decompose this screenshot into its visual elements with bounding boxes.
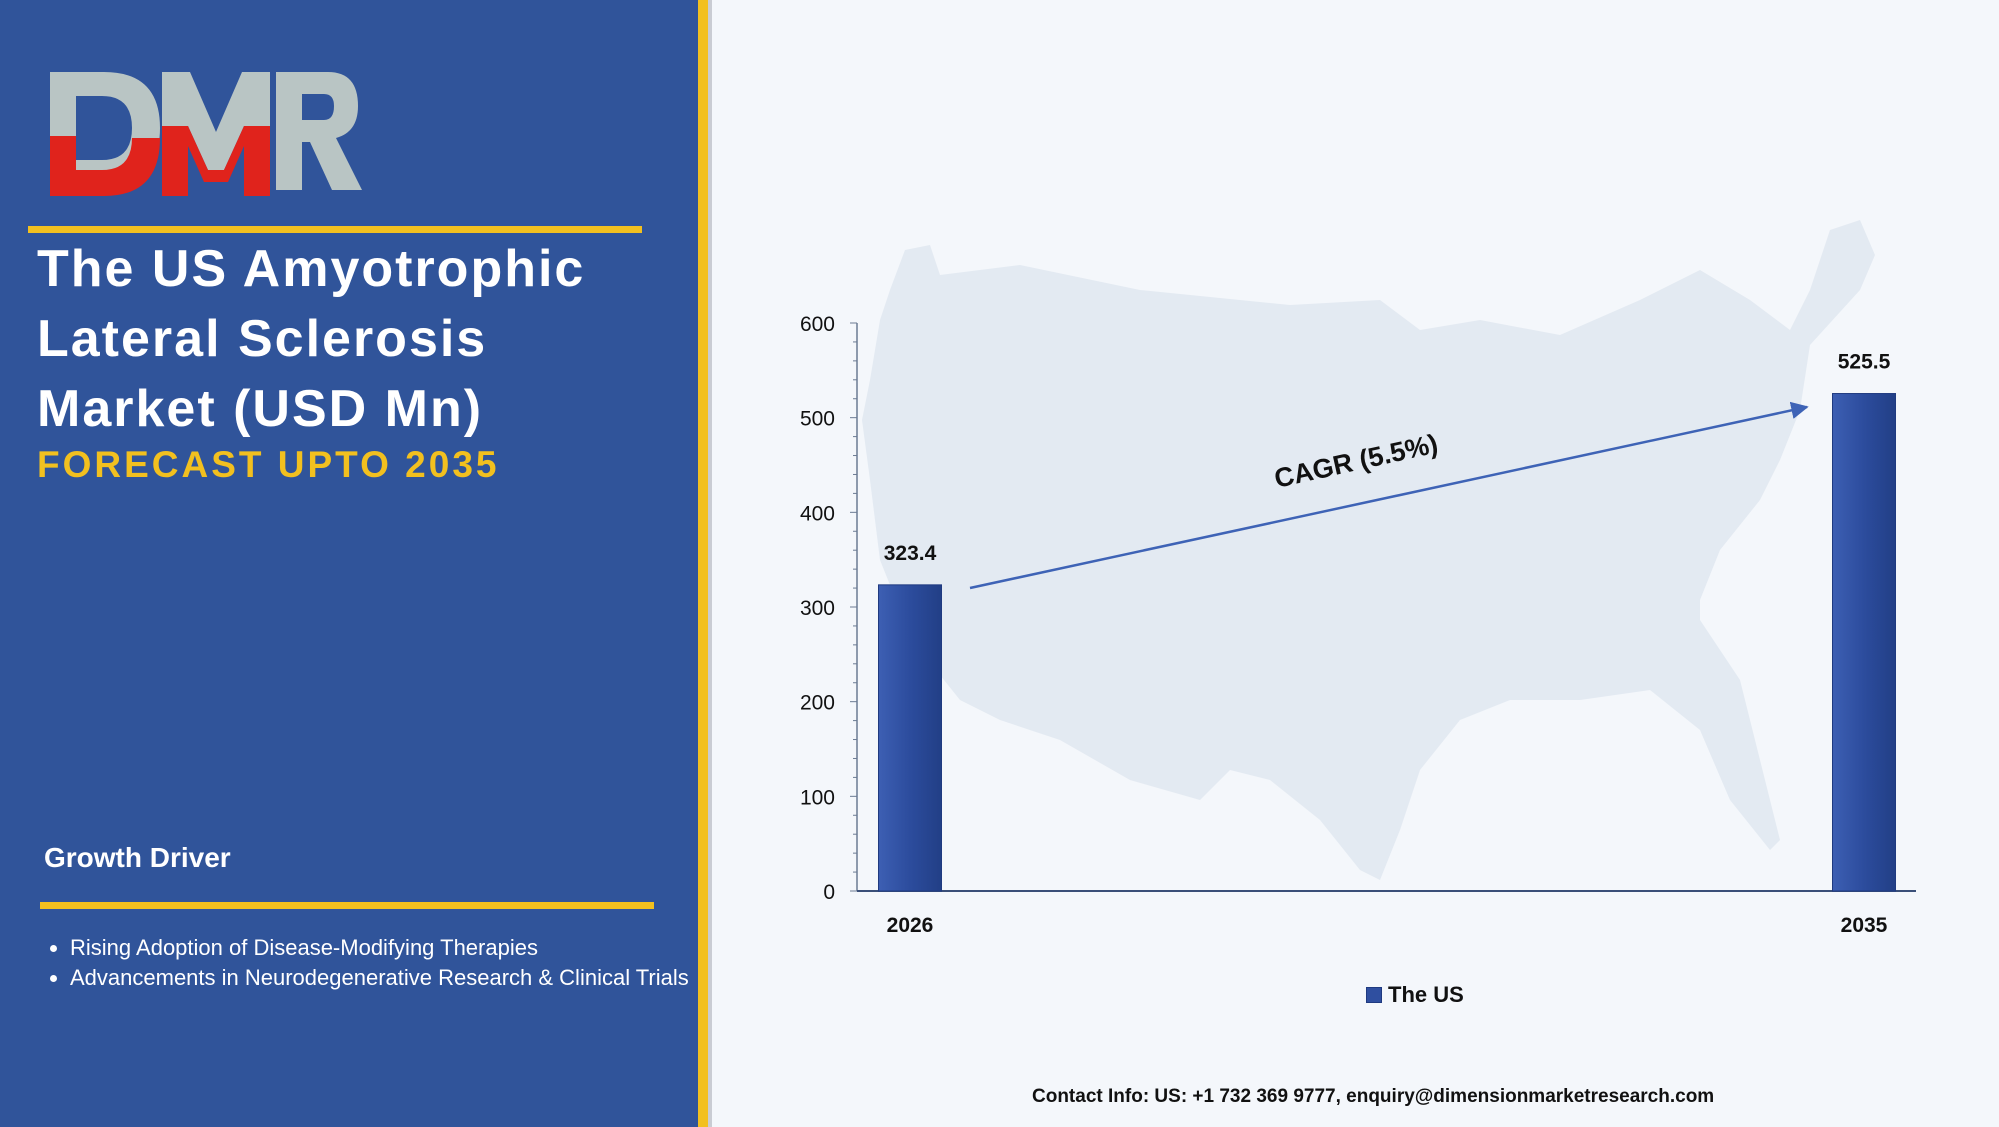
data-label: 525.5 bbox=[1838, 351, 1891, 374]
contact-info: Contact Info: US: +1 732 369 9777, enqui… bbox=[1032, 1086, 1715, 1107]
y-tick-label: 300 bbox=[800, 597, 835, 620]
growth-driver-rule bbox=[40, 902, 654, 909]
y-tick-label: 400 bbox=[800, 502, 835, 525]
growth-driver-heading: Growth Driver bbox=[44, 842, 231, 873]
growth-driver-item: Advancements in Neurodegenerative Resear… bbox=[70, 963, 690, 993]
data-label: 323.4 bbox=[884, 542, 937, 565]
title-line-3: Market (USD Mn) bbox=[37, 380, 484, 438]
legend-swatch bbox=[1366, 987, 1382, 1003]
page-title: The US Amyotrophic Lateral Sclerosis Mar… bbox=[37, 234, 677, 444]
y-tick-label: 0 bbox=[823, 881, 835, 904]
chart-labels: 323.4 2026 525.5 2035 bbox=[884, 351, 1891, 937]
cagr-arrow bbox=[969, 401, 1809, 590]
dmr-logo bbox=[50, 72, 362, 196]
gold-divider bbox=[698, 0, 708, 1127]
forecast-subtitle: FORECAST UPTO 2035 bbox=[37, 444, 500, 485]
title-line-2: Lateral Sclerosis bbox=[37, 310, 488, 368]
y-tick-label: 200 bbox=[800, 692, 835, 715]
y-tick-label: 600 bbox=[800, 313, 835, 336]
bar-2026 bbox=[878, 584, 942, 892]
y-tick-label: 500 bbox=[800, 408, 835, 431]
chart-bars bbox=[878, 393, 1896, 892]
title-line-1: The US Amyotrophic bbox=[37, 240, 586, 298]
y-tick-label: 100 bbox=[800, 786, 835, 809]
x-tick-label: 2026 bbox=[887, 914, 934, 937]
gray-divider bbox=[708, 0, 712, 1127]
chart-axes: 0 100 200 300 400 500 600 bbox=[800, 313, 1916, 904]
x-tick-label: 2035 bbox=[1841, 914, 1888, 937]
title-rule bbox=[28, 226, 642, 233]
growth-driver-item: Rising Adoption of Disease-Modifying The… bbox=[70, 933, 690, 963]
us-map-silhouette bbox=[862, 220, 1875, 880]
legend-label: The US bbox=[1388, 982, 1464, 1007]
chart-legend: The US bbox=[1366, 982, 1464, 1008]
bar-2035 bbox=[1832, 393, 1896, 892]
growth-driver-list: Rising Adoption of Disease-Modifying The… bbox=[38, 933, 690, 993]
